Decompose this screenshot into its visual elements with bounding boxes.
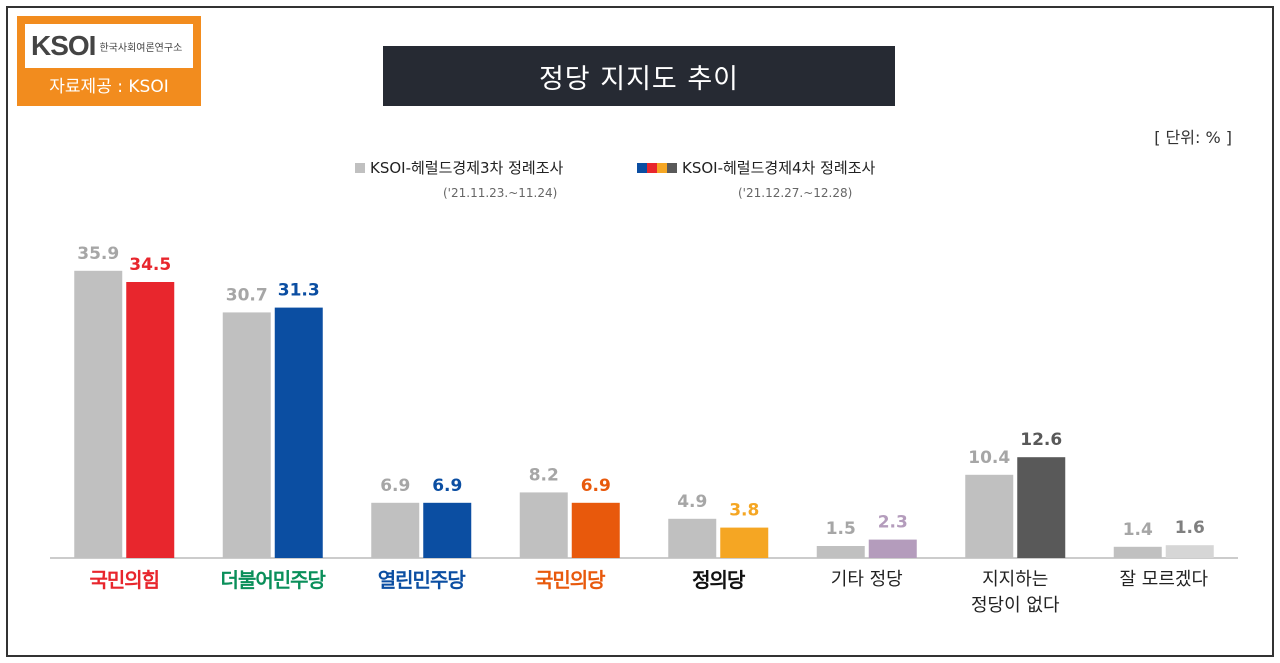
bar-s2-c2 xyxy=(423,502,472,558)
x-label-4: 정의당 xyxy=(644,567,793,593)
legend-label-survey3: KSOI-헤럴드경제3차 정례조사 xyxy=(370,159,564,177)
x-label-0: 국민의힘 xyxy=(50,567,199,593)
bar-s1-c3 xyxy=(519,492,568,558)
logo-mark: KSOI xyxy=(31,30,96,61)
legend-swatch-multi xyxy=(637,162,677,173)
data-label-s1-c3: 8.2 xyxy=(529,465,559,485)
legend-label-survey4: KSOI-헤럴드경제4차 정례조사 xyxy=(682,159,876,177)
x-label-4-line-0: 정의당 xyxy=(692,568,745,592)
data-label-s1-c5: 1.5 xyxy=(826,519,856,539)
data-label-s2-c3: 6.9 xyxy=(581,476,611,496)
x-label-3-line-0: 국민의당 xyxy=(534,568,606,592)
bar-s1-c2 xyxy=(371,502,420,558)
x-label-7: 잘 모르겠다 xyxy=(1090,567,1239,593)
legend-item-survey4: KSOI-헤럴드경제4차 정례조사 xyxy=(637,157,875,178)
data-label-s1-c7: 1.4 xyxy=(1123,520,1153,540)
bar-s1-c7 xyxy=(1113,546,1162,558)
bar-s1-c5 xyxy=(816,546,865,558)
bar-s2-c4 xyxy=(720,527,769,558)
bar-s2-c1 xyxy=(274,307,323,558)
x-label-5: 기타 정당 xyxy=(793,567,942,593)
logo-box: KSOI 한국사회여론연구소 자료제공 : KSOI xyxy=(17,16,201,106)
x-label-0-line-0: 국민의힘 xyxy=(89,568,160,592)
x-label-6-line-0: 지지하는 xyxy=(982,569,1049,590)
data-label-s2-c0: 34.5 xyxy=(129,255,171,275)
data-label-s2-c6: 12.6 xyxy=(1020,430,1062,450)
bar-s2-c0 xyxy=(126,282,175,558)
bar-s2-c6 xyxy=(1017,457,1066,558)
x-label-5-line-0: 기타 정당 xyxy=(830,569,903,590)
x-label-7-line-0: 잘 모르겠다 xyxy=(1119,569,1209,590)
chart-title: 정당 지지도 추이 xyxy=(383,46,895,106)
data-label-s1-c0: 35.9 xyxy=(77,244,119,264)
data-label-s2-c1: 31.3 xyxy=(278,281,320,301)
bar-s2-c5 xyxy=(868,539,917,558)
data-label-s1-c1: 30.7 xyxy=(226,285,268,305)
logo: KSOI 한국사회여론연구소 xyxy=(25,24,193,68)
bar-s2-c3 xyxy=(571,502,620,558)
data-label-s1-c2: 6.9 xyxy=(380,476,410,496)
data-label-s2-c5: 2.3 xyxy=(878,513,908,533)
bar-s1-c6 xyxy=(965,474,1014,558)
bar-s2-c7 xyxy=(1165,545,1214,558)
x-label-3: 국민의당 xyxy=(496,567,645,593)
logo-subtitle: 한국사회여론연구소 xyxy=(99,42,183,54)
data-label-s2-c7: 1.6 xyxy=(1175,518,1205,538)
unit-label: [ 단위: % ] xyxy=(1154,128,1232,147)
data-source: 자료제공 : KSOI xyxy=(49,77,169,97)
x-label-6-line-1: 정당이 없다 xyxy=(970,595,1060,616)
bar-s1-c0 xyxy=(74,270,123,558)
x-label-1: 더불어민주당 xyxy=(199,567,348,593)
legend-date-survey3: ('21.11.23.~11.24) xyxy=(443,186,558,200)
x-label-1-line-0: 더불어민주당 xyxy=(220,568,326,592)
x-label-2: 열린민주당 xyxy=(347,567,496,593)
legend-date-survey4: ('21.12.27.~12.28) xyxy=(738,186,853,200)
data-label-s2-c2: 6.9 xyxy=(432,476,462,496)
legend-item-survey3: KSOI-헤럴드경제3차 정례조사 xyxy=(355,157,563,178)
bar-s1-c4 xyxy=(668,518,717,558)
bar-s1-c1 xyxy=(222,312,271,558)
legend-swatch-gray xyxy=(355,162,365,173)
legend-swatch-part-0 xyxy=(637,162,647,173)
legend-swatch-part-2 xyxy=(657,162,667,173)
x-label-2-line-0: 열린민주당 xyxy=(377,568,466,592)
data-label-s1-c6: 10.4 xyxy=(968,448,1010,468)
data-label-s2-c4: 3.8 xyxy=(729,501,759,521)
data-label-s1-c4: 4.9 xyxy=(677,492,707,512)
legend-swatch-part-3 xyxy=(667,162,677,173)
legend-swatch-part-1 xyxy=(647,162,657,173)
